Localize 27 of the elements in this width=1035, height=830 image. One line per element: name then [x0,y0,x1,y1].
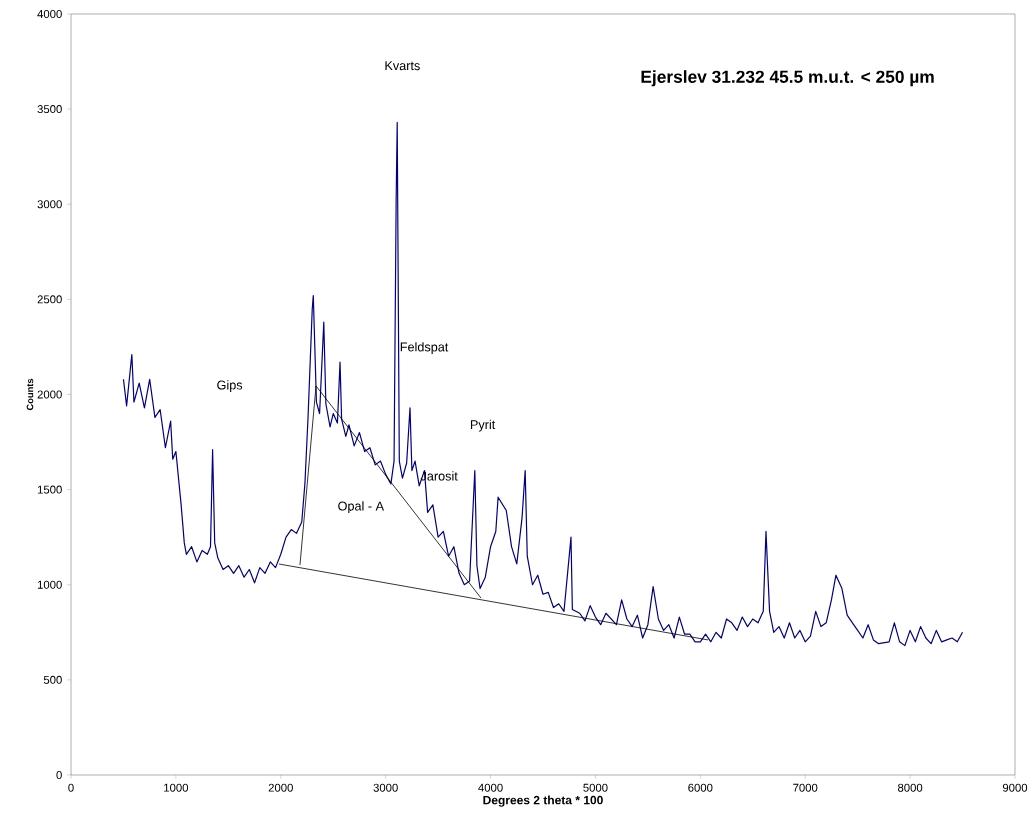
text: Ejerslev 31.232 45.5 m.u.t. < 250 µm [641,70,934,87]
annotation: Pyrit [470,419,496,432]
x-tick-label: 7000 [793,783,818,792]
y-tick-label: 3000 [37,200,62,209]
x-tick-label: 0 [68,783,74,792]
y-tick-label: 1500 [37,485,62,494]
x-tick-label: 4000 [478,783,503,792]
y-tick-label: 0 [56,770,62,779]
y-tick-label: 1000 [37,580,62,589]
y-tick-label: 500 [43,675,62,684]
annotation: Kvarts [385,61,420,71]
annotation: Feldspat [400,342,449,354]
x-tick-label: 2000 [268,783,293,792]
annotation: Opal - A [338,501,385,514]
y-tick-label: 2500 [37,295,62,304]
annotation: Gips [217,380,243,393]
x-tick-label: 6000 [688,783,713,792]
y-tick-label: 4000 [37,9,62,18]
x-axis-title: Degrees 2 theta * 100 [483,795,603,807]
y-axis-title: Counts [26,378,34,411]
x-tick-label: 1000 [164,783,189,792]
x-tick-label: 3000 [373,783,398,792]
x-tick-label: 9000 [1002,783,1028,792]
y-tick-label: 2000 [37,390,62,399]
y-tick-label: 3500 [37,105,62,114]
x-tick-label: 8000 [898,783,923,792]
x-tick-label: 5000 [583,783,608,792]
